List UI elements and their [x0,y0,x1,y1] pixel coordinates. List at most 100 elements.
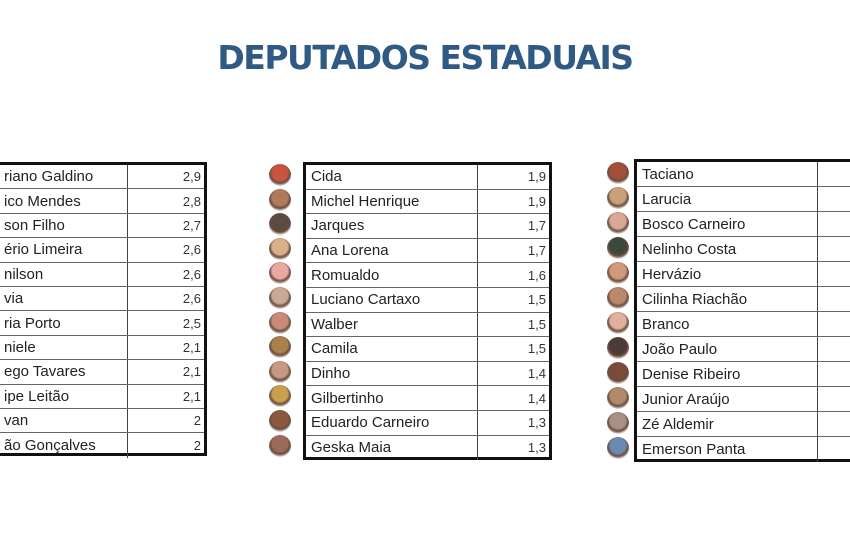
candidate-photo-icon [269,188,291,211]
candidate-value: 2,5 [182,315,201,331]
candidate-value: 1,4 [527,366,546,382]
candidate-value: 1,9 [527,169,546,185]
table-row: Nelinho Costa [637,237,850,262]
candidate-value: 1,9 [527,193,546,209]
candidate-value: 1,5 [527,316,546,332]
candidate-name: ério Limeira [0,238,128,262]
candidate-name: Michel Henrique [306,189,478,214]
table-row: Cilinha Riachão [637,287,850,312]
candidate-value: 1,7 [527,243,546,259]
candidate-photo-icon [269,262,291,285]
candidate-name: Camila [306,337,478,361]
ranking-table-1: riano Galdino 2,9 ico Mendes 2,8 son Filho 2,… [0,162,207,458]
table-row: nilson 2,6 [0,262,204,287]
table-row: Denise Ribeiro [637,362,850,387]
candidate-value [818,437,850,462]
candidate-value: 2,6 [182,242,201,258]
table-row: Eduardo Carneiro 1,3 [306,410,549,436]
candidate-value: 2,6 [182,266,201,282]
candidate-value: 1,3 [527,440,546,456]
candidate-photo-icon [607,212,629,234]
candidate-name: Luciano Cartaxo [306,287,478,312]
candidate-photo-icon [607,412,629,434]
table-row: Hervázio [637,262,850,287]
table-row: ério Limeira 2,6 [0,238,204,263]
candidate-name: riano Galdino [0,165,128,189]
ranking-table-3: Taciano Larucia Bosco Carneiro Nelinho Cost… [634,159,850,462]
candidate-photo-icon [269,360,291,383]
candidate-value [818,262,850,286]
table-row: Walber 1,5 [306,312,549,338]
candidate-photo-icon [607,237,629,259]
table-row: Cida 1,9 [306,165,549,190]
candidate-name: Hervázio [637,262,818,286]
candidate-value: 1,7 [527,218,546,234]
candidate-name: via [0,286,128,311]
candidate-value: 2,9 [182,169,201,185]
candidate-photo-icon [269,336,291,359]
page-title: DEPUTADOS ESTADUAIS [217,38,634,77]
candidate-name: Dinho [306,361,478,386]
candidate-name: João Paulo [637,337,818,361]
candidate-photo-icon [269,213,291,236]
candidate-value: 1,5 [527,341,546,357]
table-row: Michel Henrique 1,9 [306,189,549,215]
candidate-name: Taciano [637,162,818,186]
candidate-photo-icon [269,287,291,309]
candidate-name: Emerson Panta [637,437,818,462]
candidate-value: 2,1 [182,388,201,404]
candidate-name: Jarques [306,214,478,238]
table-row: van 2 [0,408,204,434]
candidate-name: ipe Leitão [0,384,128,408]
candidate-photo-icon [607,437,629,459]
table-row: Branco [637,312,850,337]
candidate-value: 2 [193,413,201,429]
candidate-value [818,237,850,261]
candidate-name: nilson [0,262,128,286]
candidate-value: 1,4 [527,390,546,406]
candidate-name: Walber [306,312,478,337]
candidate-name: Eduardo Carneiro [306,410,478,435]
candidate-photo-icon [607,387,629,409]
candidate-value [818,162,850,186]
candidate-value [818,212,850,236]
candidate-photo-icon [607,362,629,384]
table-row: Emerson Panta [637,437,850,462]
table-row: Luciano Cartaxo 1,5 [306,287,549,313]
candidate-value [818,187,850,211]
table-row: ico Mendes 2,8 [0,189,204,214]
table-row: Zé Aldemir [637,412,850,437]
candidate-photo-icon [269,237,291,260]
candidate-name: Cida [306,165,478,189]
table-row: Geska Maia 1,3 [306,435,549,461]
candidate-photo-icon [607,162,629,184]
candidate-name: niele [0,335,128,360]
candidate-name: Nelinho Costa [637,237,818,261]
candidate-name: ão Gonçalves [0,433,128,458]
candidate-name: son Filho [0,213,128,238]
candidate-value: 2,1 [182,364,201,380]
candidate-value [818,387,850,411]
candidate-photo-icon [607,312,629,334]
candidate-value [818,362,850,386]
candidate-photo-icon [607,187,629,209]
ranking-table-2: Cida 1,9 Michel Henrique 1,9 Jarques 1,7 Ana L… [303,162,552,461]
table-row: Jarques 1,7 [306,214,549,239]
table-row: ão Gonçalves 2 [0,433,204,458]
table-row: Junior Araújo [637,387,850,412]
candidate-photo-icon [269,410,291,432]
candidate-name: Cilinha Riachão [637,287,818,311]
table-row: ria Porto 2,5 [0,311,204,336]
candidate-name: Romualdo [306,263,478,287]
candidate-value [818,337,850,361]
candidate-name: Zé Aldemir [637,412,818,436]
candidate-value [818,287,850,311]
table-row: Romualdo 1,6 [306,263,549,288]
candidate-photo-icon [607,337,629,359]
candidate-name: Junior Araújo [637,387,818,411]
table-row: ipe Leitão 2,1 [0,384,204,409]
candidate-value: 2 [193,437,201,453]
candidate-name: ria Porto [0,311,128,335]
candidate-name: ego Tavares [0,360,128,384]
candidate-photo-icon [607,287,629,309]
